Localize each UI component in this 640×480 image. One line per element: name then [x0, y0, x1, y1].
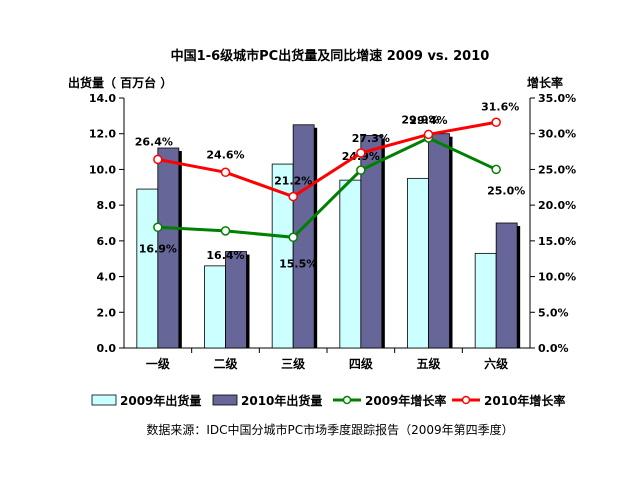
line-2009-growth — [157, 136, 497, 239]
line-2010-growth — [157, 120, 497, 199]
legend-label-2010-growth: 2010年增长率 — [484, 393, 565, 408]
growth-data-label: 21.2% — [274, 175, 312, 188]
category-label: 一级 — [146, 356, 170, 371]
growth-data-label: 27.3% — [352, 132, 390, 145]
legend-swatch-2010-bar — [212, 394, 238, 406]
right-tick-label: 10.0% — [538, 271, 576, 284]
bar-2009 — [136, 188, 159, 349]
growth-data-label: 24.6% — [206, 148, 244, 161]
chart-title: 中国1-6级城市PC出货量及同比增速 2009 vs. 2010 — [171, 48, 490, 64]
left-tick-label: 10.0 — [89, 163, 116, 176]
left-tick-label: 12.0 — [89, 128, 116, 141]
category-label: 四级 — [349, 356, 373, 371]
marker-2009-growth — [153, 222, 163, 233]
left-tick-label: 4.0 — [97, 271, 117, 284]
bar-2010 — [495, 222, 518, 349]
category-label: 二级 — [213, 356, 237, 371]
bar-2010 — [428, 133, 450, 349]
bar-2009 — [474, 252, 497, 349]
legend-swatch-2009-bar — [91, 394, 117, 406]
marker-2010-growth — [220, 167, 231, 178]
legend: 2009年出货量 2010年出货量 2009年增长率 2010年增长率 — [91, 393, 565, 408]
left-tick-label: 2.0 — [97, 306, 117, 319]
growth-data-label: 16.9% — [139, 242, 177, 255]
left-tick-label: 14.0 — [89, 92, 116, 105]
legend-label-2010-bar: 2010年出货量 — [241, 393, 322, 408]
right-tick-label: 15.0% — [538, 235, 576, 248]
plot-area: 0.0 2.0 4.0 6.0 8.0 10.0 12.0 14.0 0.0% 5.0% 10.0%… — [89, 92, 576, 371]
left-axis-title: 出货量（ 百万台 ） — [68, 75, 172, 90]
legend-label-2009-bar: 2009年出货量 — [120, 393, 201, 408]
marker-2010-growth — [491, 117, 501, 128]
right-axis-title: 增长率 — [527, 75, 563, 90]
right-tick-label: 30.0% — [538, 128, 576, 141]
marker-2010-growth — [356, 148, 366, 158]
bar-2009 — [407, 177, 429, 349]
right-tick-label: 20.0% — [538, 199, 576, 212]
marker-2010-growth — [288, 191, 298, 202]
marker-2009-growth — [356, 165, 366, 175]
growth-data-label: 29.9% — [401, 113, 439, 126]
left-tick-label: 8.0 — [97, 199, 117, 212]
right-tick-label: 5.0% — [538, 306, 569, 319]
bar-2009 — [339, 179, 362, 349]
category-label: 五级 — [416, 356, 440, 371]
legend-marker-2009-growth — [342, 395, 352, 405]
growth-data-label: 29.4% — [409, 114, 447, 127]
legend-label-2009-growth: 2009年增长率 — [365, 393, 446, 408]
growth-data-label: 25.0% — [487, 184, 525, 197]
marker-2010-growth — [423, 129, 434, 140]
growth-data-label: 15.5% — [279, 257, 317, 270]
category-label: 三级 — [281, 356, 305, 371]
growth-data-label: 16.4% — [206, 249, 244, 262]
bar-2010 — [225, 251, 247, 349]
bar-2010 — [157, 147, 180, 349]
marker-2009-growth — [491, 164, 501, 175]
legend-marker-2010-growth — [461, 395, 471, 405]
growth-data-label: 26.4% — [135, 135, 173, 148]
marker-2009-growth — [220, 226, 231, 236]
right-tick-label: 25.0% — [538, 163, 576, 176]
growth-data-label: 31.6% — [481, 100, 519, 113]
bar-2010 — [360, 135, 383, 349]
source-note: 数据来源：IDC中国分城市PC市场季度跟踪报告（2009年第四季度） — [146, 422, 513, 437]
left-tick-label: 0.0 — [97, 342, 117, 355]
left-tick-label: 6.0 — [97, 235, 117, 248]
bar-2009 — [204, 265, 226, 349]
category-label: 六级 — [484, 356, 508, 371]
right-tick-label: 35.0% — [538, 92, 576, 105]
right-tick-label: 0.0% — [538, 342, 569, 355]
marker-2010-growth — [153, 154, 163, 165]
marker-2009-growth — [288, 232, 298, 243]
